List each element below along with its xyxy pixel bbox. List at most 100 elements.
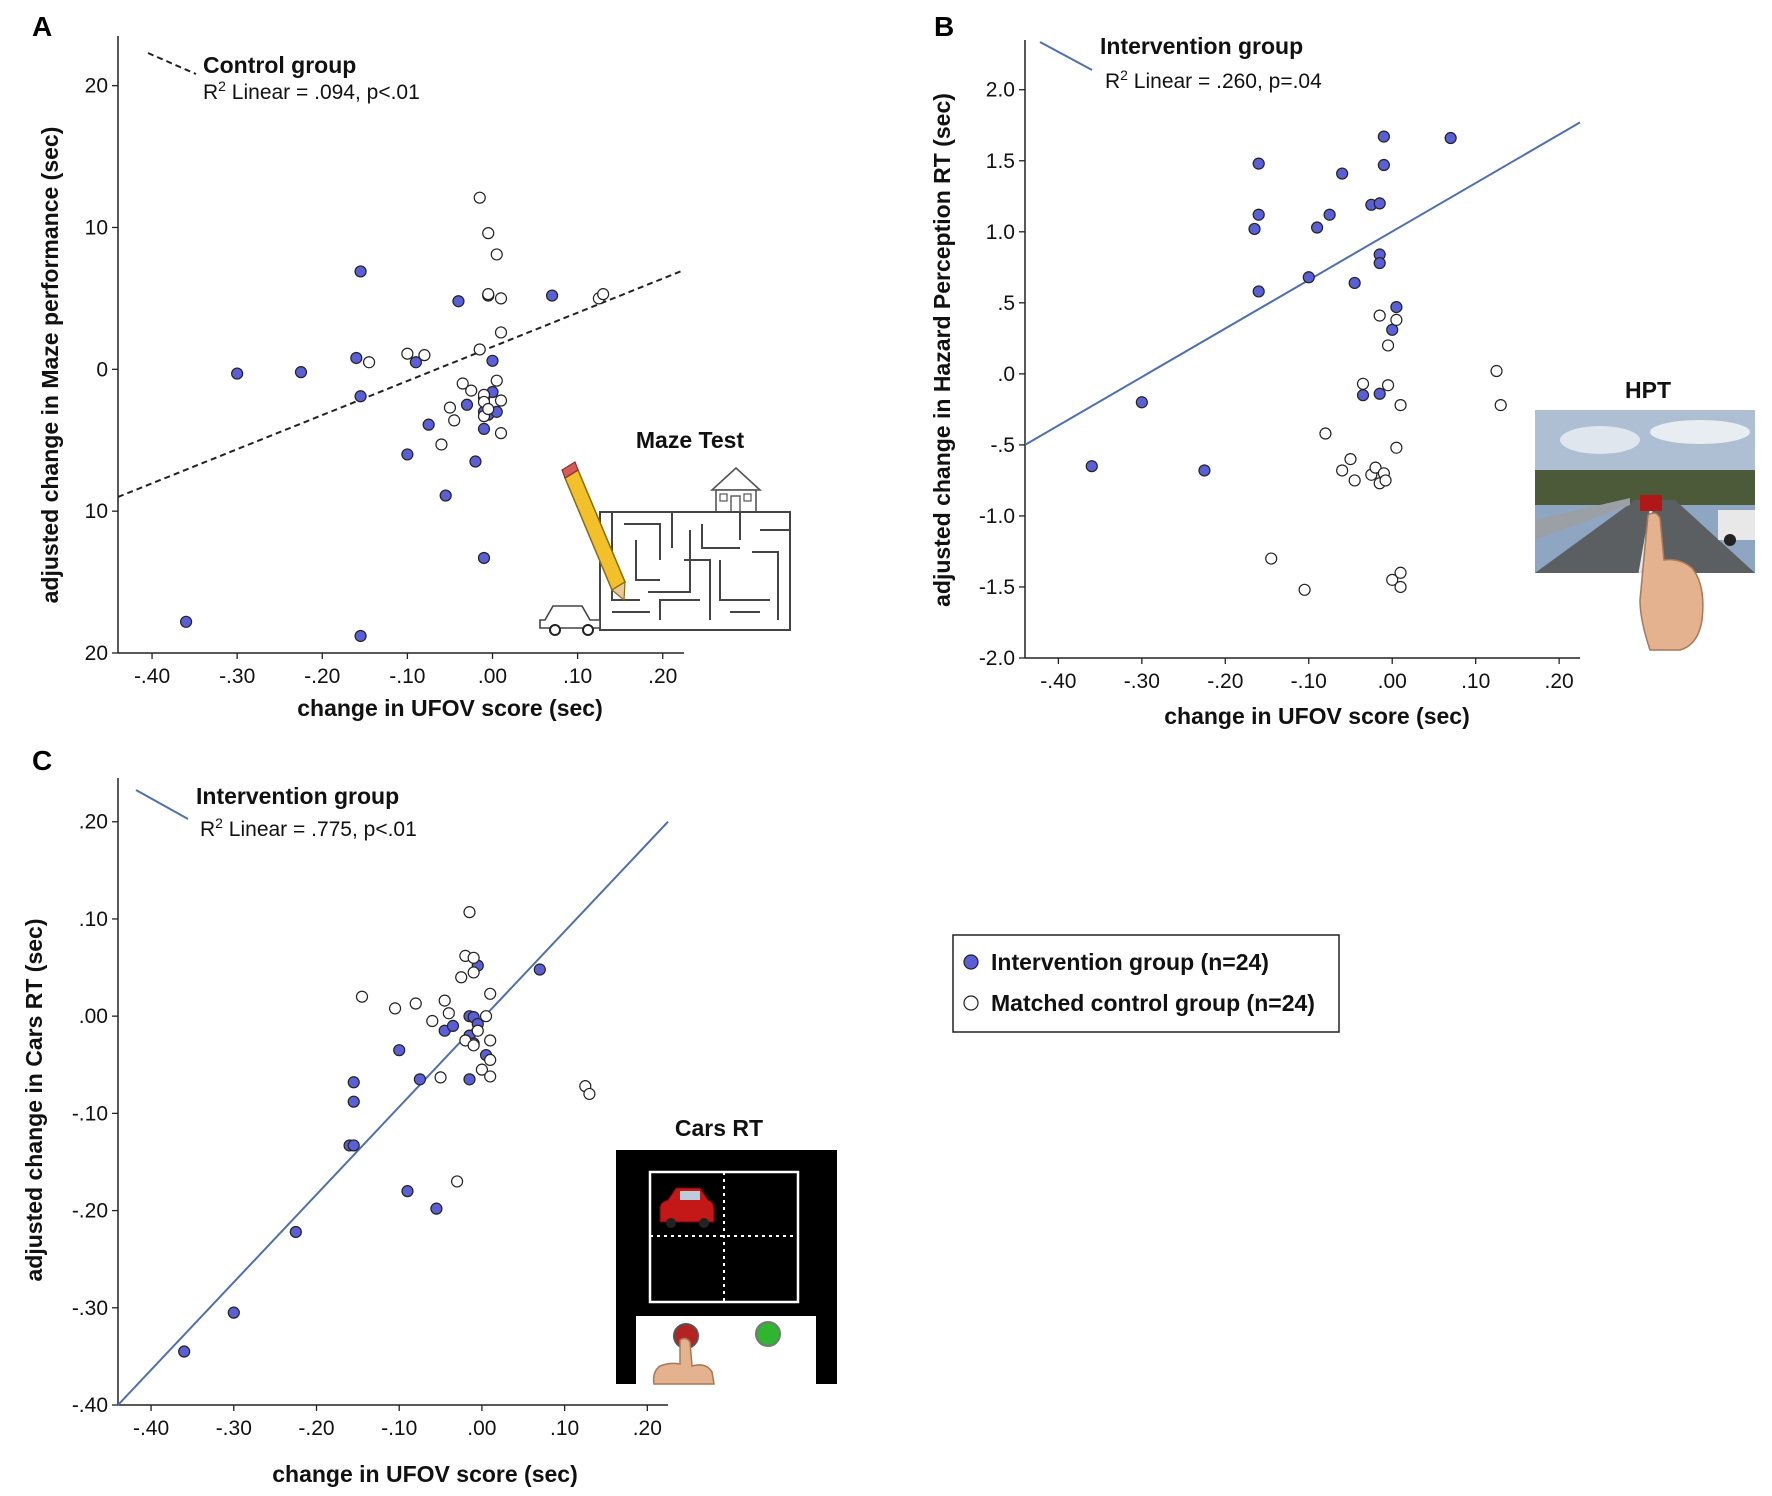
panel-b-x-tick-label: -.40 <box>1040 670 1076 693</box>
panel-b-y-tick-label: 1.0 <box>986 221 1015 244</box>
panel-c-control-point <box>426 1014 439 1028</box>
panel-c-axes <box>117 778 668 1406</box>
panel-c-y-tick-label: .20 <box>79 811 108 834</box>
panel-c-y-tick-label: -.20 <box>72 1200 108 1223</box>
panel-b-control-point <box>1336 464 1349 477</box>
panel-a-y-axis-title: adjusted change in Maze performance (sec… <box>37 127 63 604</box>
panel-b-control-point <box>1381 339 1395 352</box>
panel-c-fit-group: Intervention group <box>196 783 399 809</box>
panel-a-intervention-point <box>179 615 193 628</box>
panel-a-control-point <box>465 384 478 397</box>
panel-c-y-tick-label: -.10 <box>72 1102 108 1125</box>
panel-c-intervention-point <box>347 1139 360 1152</box>
panel-b-control-point <box>1394 399 1407 412</box>
panel-b-control-point <box>1265 552 1278 565</box>
panel-c-ticks: -.40 -.30 -.20 -.10 .00 .10 .20 .20 .10 .00 -.10 -.… <box>72 811 662 1440</box>
panel-a-x-tick-label: .20 <box>648 665 677 688</box>
panel-a-control-point <box>435 438 448 451</box>
panel-a-intervention-point <box>545 289 559 302</box>
panel-b-regression-line <box>1024 121 1581 446</box>
panel-a-control-point <box>597 288 610 301</box>
panel-b-x-tick-label: .10 <box>1461 670 1490 693</box>
maze-test-inset: Maze Test <box>539 427 791 636</box>
panel-b-intervention-point <box>1336 167 1349 180</box>
panel-a-fit-line <box>117 269 685 498</box>
pointing-hand-icon <box>652 1337 715 1385</box>
panel-a-intervention-point <box>439 489 452 502</box>
panel-b-control-point <box>1369 461 1382 474</box>
panel-b-control-point <box>1379 474 1392 487</box>
panel-c-control-point <box>355 990 369 1003</box>
panel-b-intervention-point <box>1356 389 1370 402</box>
panel-c-y-tick-label: -.40 <box>72 1394 108 1417</box>
panel-c-intervention-point <box>347 1095 360 1108</box>
panel-a-x-tick-label: -.20 <box>304 665 340 688</box>
maze-icon <box>599 511 791 631</box>
panel-b-control-point <box>1494 399 1507 412</box>
panel-a-control-point <box>482 402 495 416</box>
panel-c-x-tick-label: -.10 <box>381 1417 417 1440</box>
panel-b-y-axis-title: adjusted change in Hazard Perception RT … <box>929 93 955 607</box>
panel-a-intervention-point <box>452 295 465 308</box>
panel-c-x-tick-label: -.20 <box>298 1417 334 1440</box>
panel-b-intervention-point <box>1198 464 1211 477</box>
panel-b-intervention-point <box>1373 256 1386 270</box>
panel-a-x-tick-label: .10 <box>563 665 592 688</box>
panel-c-control-point <box>484 987 497 1000</box>
cars-rt-inset: Cars RT <box>616 1115 837 1385</box>
panel-b-intervention-point <box>1373 387 1386 400</box>
panel-c-intervention-point <box>393 1044 406 1057</box>
panel-a-intervention-point <box>469 455 482 468</box>
panel-a-intervention-point <box>477 551 491 565</box>
panel-letter-b: B <box>934 11 954 42</box>
panel-b-control-point <box>1390 441 1403 454</box>
panel-a-intervention-point <box>294 366 308 379</box>
panel-c-intervention-point <box>430 1202 443 1215</box>
panel-b-control-point <box>1298 583 1311 596</box>
panel-b-intervention-point <box>1323 208 1336 221</box>
panel-b-axes <box>1024 40 1580 659</box>
panel-c-x-tick-label: -.30 <box>216 1417 252 1440</box>
panel-a-intervention-point <box>354 390 367 403</box>
panel-c-fit-line <box>117 821 669 1406</box>
panel-b-control-point <box>1386 573 1399 586</box>
panel-c-control-point <box>583 1087 596 1101</box>
panel-letter-a: A <box>32 11 52 42</box>
panel-c-intervention-point <box>533 963 546 976</box>
panel-b-fit-group: Intervention group <box>1100 33 1303 59</box>
panel-a-fit-stat: R2 Linear = .094, p<.01 <box>203 78 420 104</box>
panel-b-ticks: -.40 -.30 -.20 -.10 .00 .10 .20 2.0 1.5 1.0 .5 .0 -.… <box>979 79 1574 693</box>
panel-c-control-point <box>455 971 468 984</box>
panel-c-y-tick-label: .10 <box>79 908 108 931</box>
panel-a-axes <box>117 36 684 654</box>
panel-b-fit-legend-line <box>1039 41 1093 71</box>
panel-a-x-tick-label: .00 <box>478 665 507 688</box>
panel-b-fit-line <box>1024 121 1581 446</box>
legend: Intervention group (n=24) Matched contro… <box>952 934 1340 1033</box>
panel-a-x-tick-label: -.10 <box>389 665 425 688</box>
panel-c-x-tick-label: -.40 <box>133 1417 169 1440</box>
panel-b-intervention-point <box>1386 323 1399 336</box>
panel-b-control-point <box>1390 313 1403 326</box>
panel-b-x-tick-label: -.20 <box>1207 670 1243 693</box>
panel-c-intervention-point <box>289 1225 302 1239</box>
panel-b-control-point <box>1344 453 1357 466</box>
panel-a-control-point <box>482 227 495 240</box>
panel-c-fit-legend-line <box>135 789 189 820</box>
panel-c-control-point <box>438 994 451 1007</box>
panel-b-y-tick-label: -.5 <box>990 434 1015 457</box>
panel-b-intervention-point <box>1377 158 1390 172</box>
panel-a-intervention-point <box>401 448 414 461</box>
panel-b-intervention-point <box>1390 300 1403 314</box>
panel-a-intervention-point <box>350 351 363 365</box>
panel-c-intervention-point <box>401 1185 414 1198</box>
panel-a-intervention-point <box>354 265 367 278</box>
panel-a-intervention-point <box>354 629 367 643</box>
panel-a-y-tick-label: 20 <box>85 642 108 665</box>
panel-c-chart: -.40 -.30 -.20 -.10 .00 .10 .20 .20 .10 .00 -.10 -.… <box>21 778 837 1487</box>
legend-box <box>952 934 1340 1033</box>
panel-b-intervention-point <box>1348 276 1361 290</box>
panel-c-y-tick-label: -.30 <box>72 1297 108 1320</box>
panel-c-regression-line <box>117 821 669 1406</box>
panel-c-control-point <box>484 1053 497 1067</box>
